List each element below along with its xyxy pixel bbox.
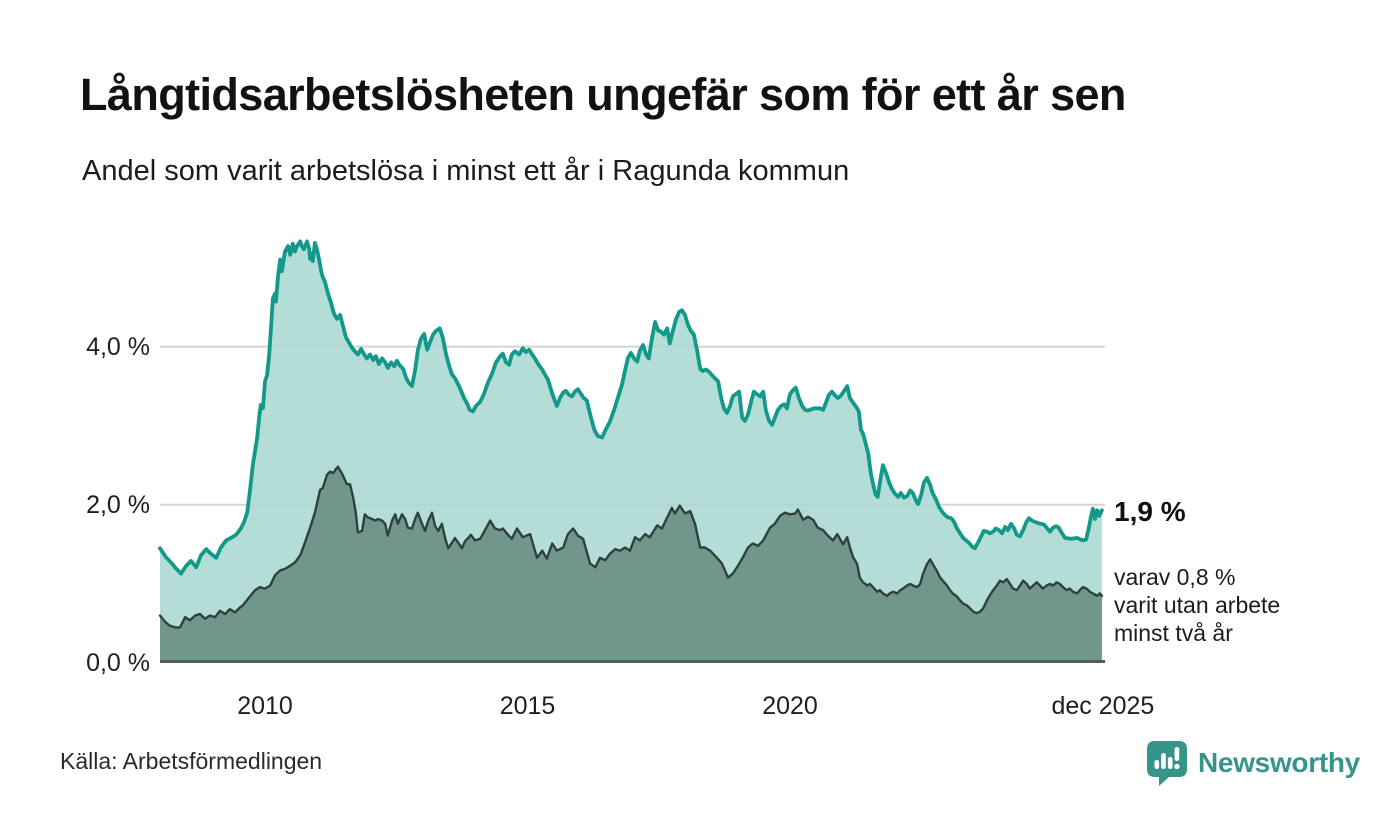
two-year-note-line2: varit utan arbete [1114,592,1281,618]
x-tick-label: dec 2025 [1051,692,1155,720]
x-tick-label: 2020 [762,692,818,720]
latest-value-label: 1,9 % [1114,496,1186,527]
y-tick-label: 2,0 % [86,490,150,519]
brand-name: Newsworthy [1198,747,1360,778]
page-subtitle: Andel som varit arbetslösa i minst ett å… [82,155,850,187]
series-line-unemployed-one-year [158,239,1104,576]
series-line-unemployed-two-years [158,465,1104,629]
two-year-note-line3: minst två år [1114,620,1233,646]
x-tick-label: 2010 [237,692,293,720]
newsworthy-logo[interactable]: Newsworthy [1146,740,1360,786]
bar-chart-speech-bubble-icon [1147,741,1187,786]
x-tick-label: 2015 [499,692,556,720]
two-year-note-line1: varav 0,8 % [1114,564,1236,590]
area-chart [158,239,1105,663]
source-credit: Källa: Arbetsförmedlingen [60,748,323,774]
page-title: Långtidsarbetslösheten ungefär som för e… [80,69,1126,120]
y-tick-label: 4,0 % [86,332,150,361]
two-year-note: varav 0,8 % varit utan arbete minst två … [1114,563,1280,647]
y-tick-label: 0,0 % [86,649,150,677]
